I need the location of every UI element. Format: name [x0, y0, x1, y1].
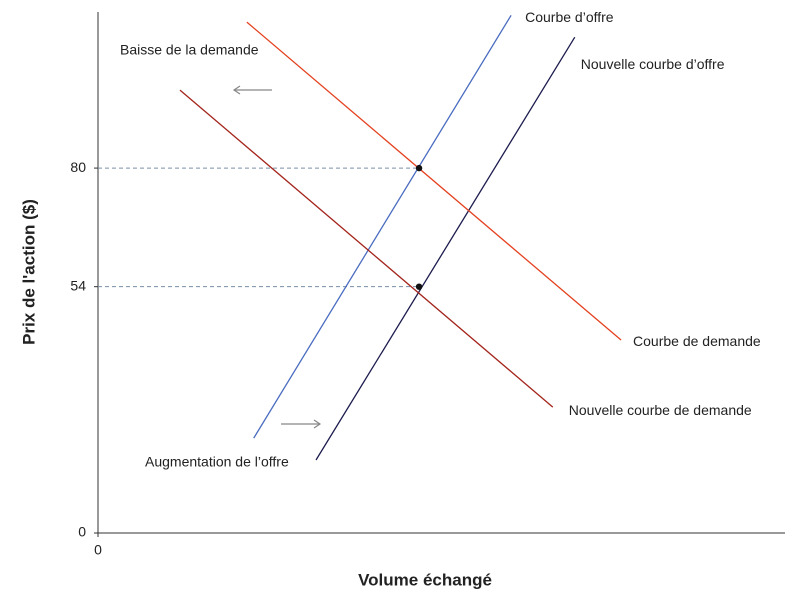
line	[315, 36, 576, 461]
y-axis-title: Prix de l'action ($)	[19, 199, 38, 345]
line	[179, 89, 554, 408]
equilibrium-point	[415, 164, 423, 172]
legend-label: Courbe de demande	[633, 333, 761, 349]
annotation: Augmentation de l’offre	[145, 454, 289, 470]
y-tick-label: 0	[78, 524, 86, 540]
legend-label: Nouvelle courbe de demande	[569, 402, 752, 418]
x-axis-title: Volume échangé	[358, 570, 492, 589]
legend-label: Nouvelle courbe d’offre	[581, 56, 725, 72]
y-tick-label: 80	[70, 159, 86, 175]
arrows	[232, 85, 322, 429]
x-tick-label: 0	[94, 542, 102, 558]
annotation: Baisse de la demande	[120, 42, 259, 58]
equilibrium-point	[415, 283, 423, 290]
line	[246, 21, 622, 341]
legend-label: Courbe d’offre	[525, 9, 614, 25]
line	[253, 14, 512, 439]
y-tick-label: 54	[70, 277, 86, 293]
